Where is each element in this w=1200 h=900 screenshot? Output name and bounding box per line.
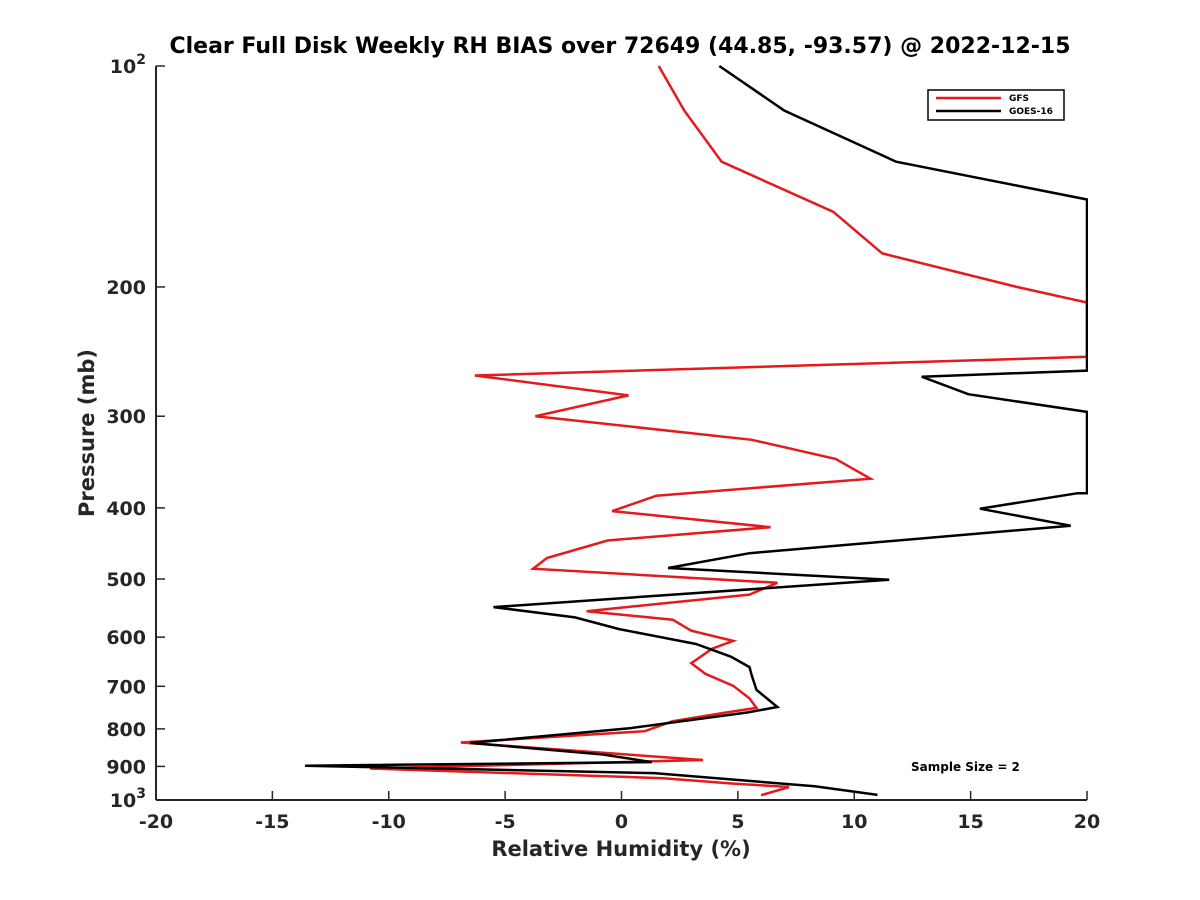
x-tick-label: 5 (731, 811, 744, 833)
chart-title: Clear Full Disk Weekly RH BIAS over 7264… (169, 34, 1070, 59)
y-tick-label: 500 (106, 569, 146, 591)
y-axis-label: Pressure (mb) (75, 349, 99, 517)
x-tick-label: 0 (615, 811, 628, 833)
y-tick-label: 600 (106, 627, 146, 649)
legend-label-goes16: GOES-16 (1009, 107, 1053, 117)
y-tick-label: 900 (106, 756, 146, 778)
x-tick-label: 20 (1074, 811, 1100, 833)
x-tick-label: -15 (255, 811, 289, 833)
y-tick-label: 700 (106, 676, 146, 698)
y-tick-exponent: 3 (136, 786, 146, 802)
series-line-goes16 (304, 64, 1088, 797)
y-tick-exponent: 2 (136, 52, 146, 68)
sample-size-annotation: Sample Size = 2 (911, 760, 1020, 774)
x-tick-label: 10 (841, 811, 867, 833)
legend-box (927, 89, 1065, 121)
x-tick-label: -10 (372, 811, 406, 833)
series-layer (304, 64, 1088, 797)
legend-label-gfs: GFS (1009, 94, 1029, 104)
y-tick-label: 400 (106, 498, 146, 520)
y-tick-label: 200 (106, 277, 146, 299)
x-tick-label: 15 (957, 811, 983, 833)
x-tick-label: -5 (495, 811, 516, 833)
x-ticks: -20 -15 -10 -5 0 5 10 15 20 (139, 791, 1100, 833)
x-tick-label: -20 (139, 811, 173, 833)
y-tick-label: 800 (106, 719, 146, 741)
legend: GFS GOES-16 (927, 89, 1065, 121)
y-tick-label: 300 (106, 406, 146, 428)
x-axis-label: Relative Humidity (%) (491, 837, 750, 861)
